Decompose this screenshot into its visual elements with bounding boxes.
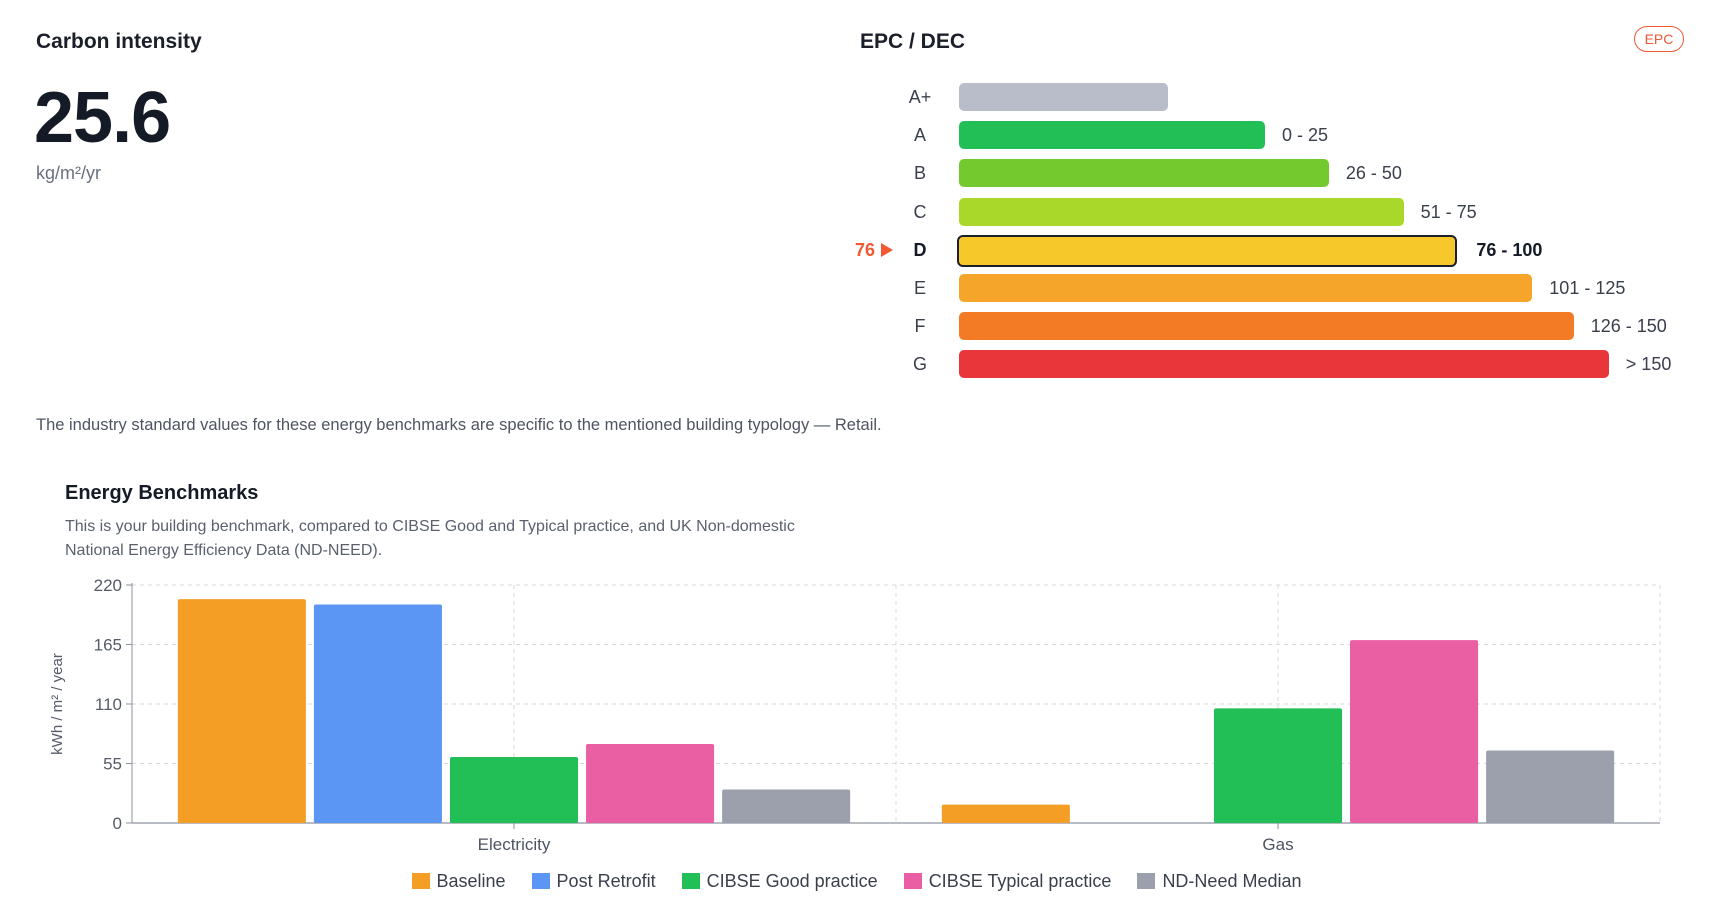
epc-range-label: 51 - 75 (1420, 201, 1477, 222)
epc-bar (957, 234, 1458, 267)
epc-bar (959, 312, 1574, 341)
current-rating-marker: 76 (855, 235, 894, 265)
chart-legend: Baseline Post Retrofit CIBSE Good practice… (0, 868, 1713, 894)
epc-row-a-plus: A+ (0, 82, 1713, 112)
epc-letter: G (912, 354, 927, 375)
legend-label: CIBSE Good practice (706, 870, 878, 891)
energy-benchmarks-description: This is your building benchmark, compare… (65, 518, 795, 559)
x-tick-label: Gas (1262, 835, 1293, 854)
epc-letter: E (913, 278, 926, 298)
epc-row-g: G > 150 (0, 349, 1713, 379)
epc-range-label: 0 - 25 (1282, 125, 1329, 146)
legend-item[interactable]: Post Retrofit (531, 870, 656, 892)
epc-bar (959, 121, 1265, 150)
epc-row-e: E 101 - 125 (0, 273, 1713, 303)
epc-letter: F (914, 316, 926, 337)
bar-cibse-typical-practice (586, 744, 715, 823)
y-tick-label: 220 (94, 576, 122, 595)
epc-bar (959, 83, 1168, 111)
typology-note: The industry standard values for these e… (36, 416, 882, 434)
bar-post-retrofit (313, 604, 442, 823)
bar-nd-need-median (1486, 750, 1615, 823)
y-tick-label: 55 (103, 755, 122, 774)
legend-label: CIBSE Typical practice (928, 870, 1112, 891)
carbon-intensity-title: Carbon intensity (36, 30, 202, 53)
y-tick-label: 0 (113, 814, 122, 833)
epc-letter: C (913, 201, 927, 222)
carbon-intensity-unit: kg/m²/yr (36, 163, 101, 183)
epc-row-c: C 51 - 75 (0, 197, 1713, 227)
energy-benchmarks-title: Energy Benchmarks (65, 482, 259, 504)
epc-letter: B (913, 163, 926, 184)
energy-benchmark-chart: 0 55 110 165 220 Electricity Gas kWh / m² / yea… (49, 576, 1661, 854)
epc-letter: D (913, 239, 927, 260)
legend-swatch (411, 873, 430, 889)
epc-range-label: 76 - 100 (1476, 239, 1543, 260)
epc-row-d: 76 D 76 - 100 (0, 234, 1713, 267)
legend-swatch (531, 873, 550, 889)
epc-range-label: 26 - 50 (1345, 163, 1402, 184)
bar-baseline (177, 599, 306, 823)
play-arrow-icon (881, 242, 894, 257)
legend-item[interactable]: CIBSE Good practice (681, 870, 878, 892)
epc-letter: A (913, 125, 926, 146)
y-axis-label: kWh / m² / year (49, 653, 66, 755)
legend-label: Baseline (436, 870, 506, 891)
bar-cibse-good-practice (449, 757, 579, 823)
epc-title: EPC / DEC (860, 30, 966, 53)
legend-swatch (903, 873, 922, 889)
epc-bar (959, 159, 1329, 188)
epc-range-label: 126 - 150 (1590, 316, 1667, 337)
current-rating-value: 76 (855, 239, 876, 260)
epc-bar (959, 197, 1404, 226)
epc-row-b: B 26 - 50 (0, 158, 1713, 188)
epc-letter: A+ (908, 87, 932, 107)
x-tick-label: Electricity (478, 835, 551, 854)
legend-label: Post Retrofit (556, 870, 656, 891)
epc-bar (959, 274, 1533, 302)
legend-item[interactable]: ND-Need Median (1137, 870, 1302, 892)
epc-row-a: A 0 - 25 (0, 120, 1713, 150)
legend-label: ND-Need Median (1162, 870, 1302, 891)
legend-swatch (681, 873, 700, 889)
epc-range-label: 101 - 125 (1549, 278, 1626, 298)
y-tick-label: 165 (94, 636, 122, 655)
bar-nd-need-median (722, 789, 851, 823)
carbon-intensity-value: 25.6 (34, 78, 171, 158)
bar-cibse-typical-practice (1350, 640, 1479, 823)
epc-bar (959, 350, 1609, 379)
epc-badge[interactable]: EPC (1634, 26, 1684, 52)
bar-baseline (941, 804, 1070, 823)
epc-range-label: > 150 (1625, 354, 1672, 375)
legend-swatch (1137, 873, 1156, 889)
legend-item[interactable]: Baseline (411, 870, 506, 892)
epc-row-f: F 126 - 150 (0, 311, 1713, 341)
legend-item[interactable]: CIBSE Typical practice (903, 870, 1112, 892)
bar-cibse-good-practice (1213, 708, 1343, 823)
y-tick-label: 110 (95, 695, 122, 714)
